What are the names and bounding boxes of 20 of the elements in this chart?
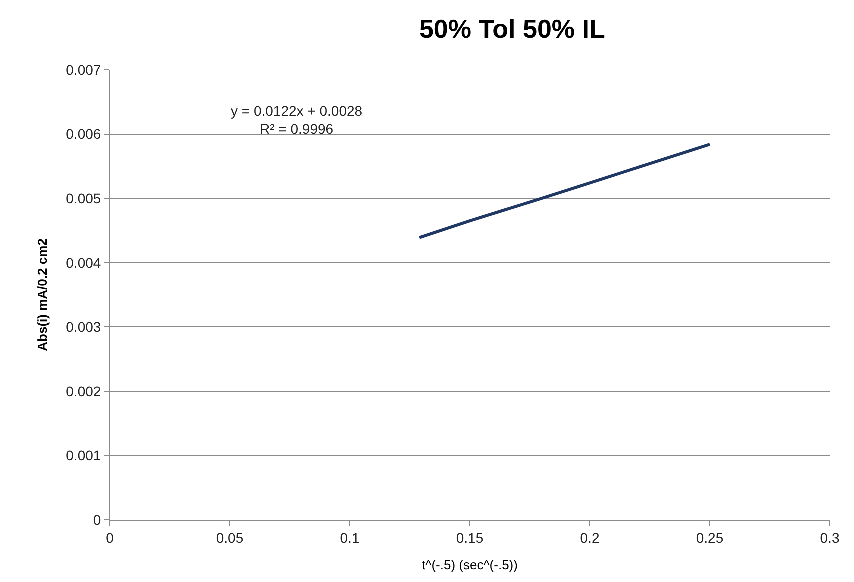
x-tick-label: 0.1	[340, 530, 360, 546]
x-tick-label: 0.15	[456, 530, 484, 546]
y-tick-label: 0.007	[66, 62, 102, 78]
y-tick-label: 0.002	[66, 383, 102, 400]
x-tick-label: 0	[106, 530, 114, 546]
annotation: y = 0.0122x + 0.0028 R² = 0.9996	[231, 103, 363, 138]
y-tick-label: 0.006	[66, 126, 102, 142]
y-tick-label: 0	[93, 512, 102, 528]
y-tick-label: 0.005	[66, 190, 102, 206]
y-axis-title: Abs(i) mA/0.2 cm2	[35, 238, 50, 352]
x-axis-title: t^(-.5) (sec^(-.5))	[422, 557, 518, 572]
chart-title: 50% Tol 50% IL	[419, 14, 606, 44]
y-tick-label: 0.003	[66, 319, 102, 336]
line-series	[418, 143, 712, 240]
x-tick-label: 0.3	[820, 530, 840, 546]
x-tick-label: 0.2	[580, 530, 600, 546]
x-tick-label: 0.05	[216, 530, 244, 546]
x-tick-label: 0.25	[696, 530, 724, 546]
y-tick-label: 0.004	[66, 254, 102, 271]
y-tick-label: 0.001	[66, 448, 102, 464]
